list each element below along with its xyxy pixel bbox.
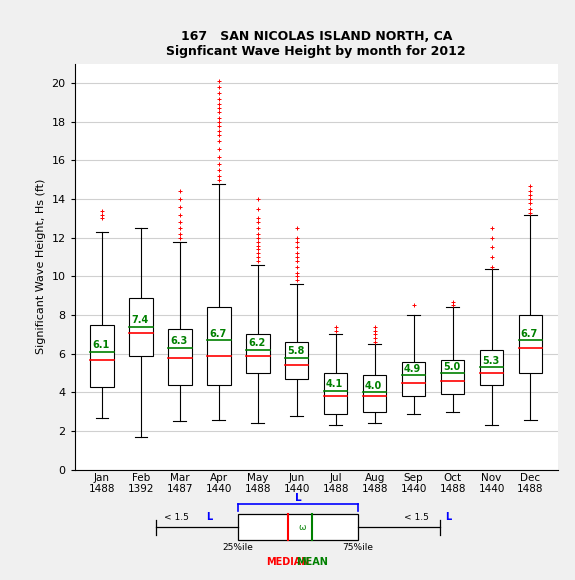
Text: 25%ile: 25%ile bbox=[223, 543, 254, 552]
Bar bbox=[402, 361, 426, 396]
Text: 6.7: 6.7 bbox=[209, 329, 227, 339]
Text: 5.8: 5.8 bbox=[287, 346, 304, 356]
Text: 5.3: 5.3 bbox=[482, 356, 499, 366]
Bar bbox=[238, 514, 358, 541]
Text: 7.4: 7.4 bbox=[131, 315, 148, 325]
Text: 4.0: 4.0 bbox=[365, 381, 382, 391]
Bar bbox=[285, 342, 308, 379]
Title: 167   SAN NICOLAS ISLAND NORTH, CA
Signficant Wave Height by month for 2012: 167 SAN NICOLAS ISLAND NORTH, CA Signfic… bbox=[166, 31, 466, 59]
Text: 6.1: 6.1 bbox=[92, 340, 109, 350]
Text: 75%ile: 75%ile bbox=[342, 543, 373, 552]
Text: L: L bbox=[206, 512, 213, 523]
Bar bbox=[129, 298, 152, 356]
Bar bbox=[90, 325, 114, 387]
Text: L: L bbox=[294, 492, 301, 502]
Bar bbox=[324, 373, 347, 414]
Y-axis label: Significant Wave Height, Hs (ft): Significant Wave Height, Hs (ft) bbox=[36, 179, 46, 354]
Bar bbox=[441, 360, 464, 394]
Text: MEAN: MEAN bbox=[296, 557, 328, 567]
Text: L: L bbox=[446, 512, 452, 523]
Bar bbox=[363, 375, 386, 412]
Text: 6.7: 6.7 bbox=[521, 329, 538, 339]
Text: MEDIAN: MEDIAN bbox=[267, 557, 310, 567]
Text: 5.0: 5.0 bbox=[443, 361, 460, 372]
Text: < 1.5: < 1.5 bbox=[164, 513, 192, 523]
Bar bbox=[519, 315, 542, 373]
Text: < 1.5: < 1.5 bbox=[404, 513, 431, 523]
Bar bbox=[168, 329, 191, 385]
Text: 6.2: 6.2 bbox=[248, 338, 265, 349]
Bar bbox=[246, 335, 270, 373]
Bar bbox=[480, 350, 503, 385]
Text: 4.9: 4.9 bbox=[404, 364, 421, 374]
Text: ω: ω bbox=[298, 523, 306, 532]
Text: 4.1: 4.1 bbox=[326, 379, 343, 389]
Bar bbox=[207, 307, 231, 385]
Text: 6.3: 6.3 bbox=[170, 336, 187, 346]
